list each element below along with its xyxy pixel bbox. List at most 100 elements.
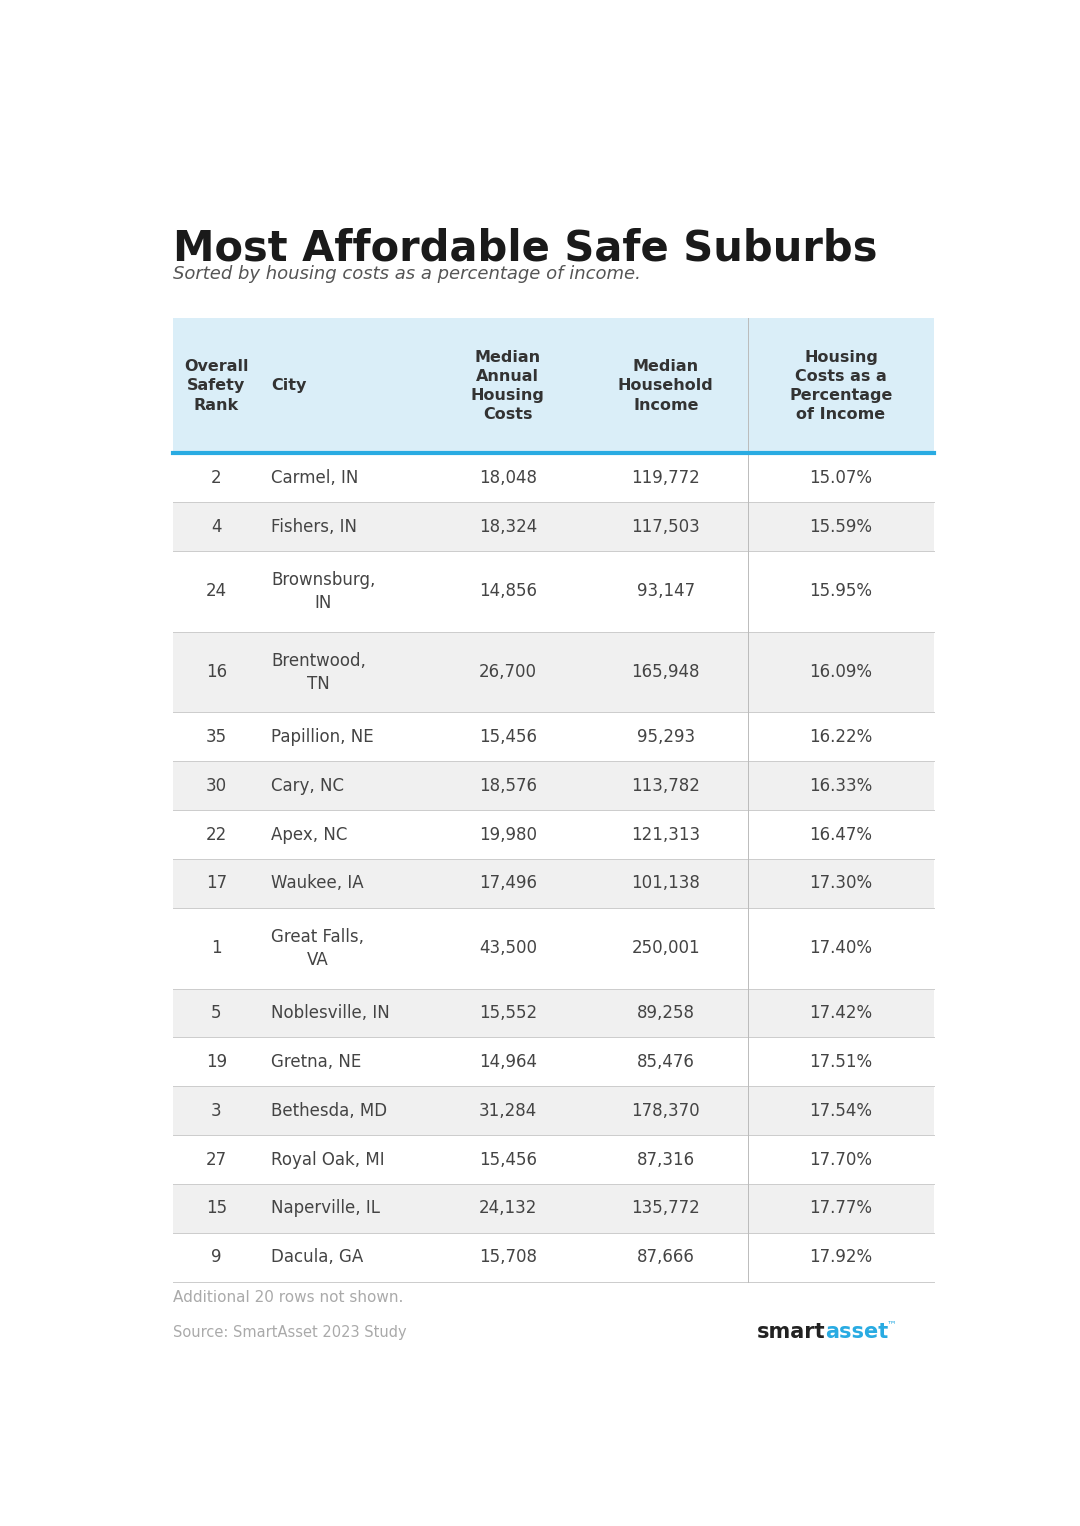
Text: 17.77%: 17.77% xyxy=(810,1199,873,1218)
Text: 16.47%: 16.47% xyxy=(810,826,873,844)
Text: Royal Oak, MI: Royal Oak, MI xyxy=(271,1151,384,1169)
Text: 85,476: 85,476 xyxy=(637,1053,694,1071)
Text: 87,666: 87,666 xyxy=(637,1248,694,1267)
Text: Carmel, IN: Carmel, IN xyxy=(271,468,359,487)
Text: 165,948: 165,948 xyxy=(632,664,700,681)
Text: 15,708: 15,708 xyxy=(478,1248,537,1267)
Text: smart: smart xyxy=(757,1323,825,1343)
Text: 18,048: 18,048 xyxy=(478,468,537,487)
Text: 17.70%: 17.70% xyxy=(810,1151,873,1169)
Text: 24,132: 24,132 xyxy=(478,1199,537,1218)
Text: 2: 2 xyxy=(212,468,221,487)
Text: Cary, NC: Cary, NC xyxy=(271,777,345,795)
Text: Great Falls,
VA: Great Falls, VA xyxy=(271,928,364,969)
Text: 14,856: 14,856 xyxy=(478,583,537,600)
Bar xyxy=(173,319,934,453)
Bar xyxy=(173,713,934,761)
Text: Housing
Costs as a
Percentage
of Income: Housing Costs as a Percentage of Income xyxy=(789,349,893,423)
Text: 18,576: 18,576 xyxy=(478,777,537,795)
Text: Brownsburg,
IN: Brownsburg, IN xyxy=(271,571,376,612)
Text: Overall
Safety
Rank: Overall Safety Rank xyxy=(185,359,248,412)
Text: 17.40%: 17.40% xyxy=(810,938,873,957)
Text: 9: 9 xyxy=(212,1248,221,1267)
Bar xyxy=(173,1135,934,1184)
Text: Gretna, NE: Gretna, NE xyxy=(271,1053,362,1071)
Text: 101,138: 101,138 xyxy=(632,874,700,893)
Bar xyxy=(173,1184,934,1233)
Text: Waukee, IA: Waukee, IA xyxy=(271,874,364,893)
Bar xyxy=(173,1233,934,1282)
Bar xyxy=(173,502,934,551)
Text: 43,500: 43,500 xyxy=(478,938,537,957)
Bar xyxy=(173,453,934,502)
Text: Bethesda, MD: Bethesda, MD xyxy=(271,1102,388,1120)
Text: 16: 16 xyxy=(206,664,227,681)
Text: 121,313: 121,313 xyxy=(632,826,701,844)
Text: 15.07%: 15.07% xyxy=(810,468,873,487)
Text: 17.54%: 17.54% xyxy=(810,1102,873,1120)
Text: 16.09%: 16.09% xyxy=(810,664,873,681)
Text: 26,700: 26,700 xyxy=(478,664,537,681)
Text: 5: 5 xyxy=(212,1004,221,1022)
Text: Median
Annual
Housing
Costs: Median Annual Housing Costs xyxy=(471,349,544,423)
Text: Most Affordable Safe Suburbs: Most Affordable Safe Suburbs xyxy=(173,227,877,270)
Text: 87,316: 87,316 xyxy=(637,1151,694,1169)
Text: 117,503: 117,503 xyxy=(632,517,700,536)
Text: 119,772: 119,772 xyxy=(632,468,700,487)
Text: 24: 24 xyxy=(206,583,227,600)
Text: Additional 20 rows not shown.: Additional 20 rows not shown. xyxy=(173,1289,403,1305)
Text: 18,324: 18,324 xyxy=(478,517,537,536)
Text: 15.59%: 15.59% xyxy=(810,517,873,536)
Text: 3: 3 xyxy=(212,1102,221,1120)
Text: 89,258: 89,258 xyxy=(637,1004,694,1022)
Text: 17: 17 xyxy=(206,874,227,893)
Text: 16.22%: 16.22% xyxy=(809,728,873,746)
Text: 250,001: 250,001 xyxy=(632,938,700,957)
Text: Papillion, NE: Papillion, NE xyxy=(271,728,374,746)
Text: 15: 15 xyxy=(206,1199,227,1218)
Text: Fishers, IN: Fishers, IN xyxy=(271,517,357,536)
Text: Apex, NC: Apex, NC xyxy=(271,826,348,844)
Text: 22: 22 xyxy=(206,826,227,844)
Text: 14,964: 14,964 xyxy=(478,1053,537,1071)
Text: asset: asset xyxy=(825,1323,889,1343)
Text: Naperville, IL: Naperville, IL xyxy=(271,1199,380,1218)
Text: 17.51%: 17.51% xyxy=(810,1053,873,1071)
Text: 15,456: 15,456 xyxy=(478,1151,537,1169)
Bar xyxy=(173,1087,934,1135)
Text: 19,980: 19,980 xyxy=(478,826,537,844)
Text: 4: 4 xyxy=(212,517,221,536)
Text: 17.92%: 17.92% xyxy=(810,1248,873,1267)
Text: 135,772: 135,772 xyxy=(632,1199,700,1218)
Text: 178,370: 178,370 xyxy=(632,1102,700,1120)
Text: 1: 1 xyxy=(212,938,221,957)
Text: Noblesville, IN: Noblesville, IN xyxy=(271,1004,390,1022)
Text: 31,284: 31,284 xyxy=(478,1102,537,1120)
Bar xyxy=(173,1038,934,1087)
Bar xyxy=(173,810,934,859)
Bar xyxy=(173,989,934,1038)
Text: 15.95%: 15.95% xyxy=(810,583,873,600)
Text: 17.42%: 17.42% xyxy=(810,1004,873,1022)
Text: 27: 27 xyxy=(206,1151,227,1169)
Text: 95,293: 95,293 xyxy=(637,728,694,746)
Text: 16.33%: 16.33% xyxy=(809,777,873,795)
Bar xyxy=(173,551,934,632)
Text: Median
Household
Income: Median Household Income xyxy=(618,359,714,412)
Text: 113,782: 113,782 xyxy=(632,777,700,795)
Text: 35: 35 xyxy=(206,728,227,746)
Text: 15,552: 15,552 xyxy=(478,1004,537,1022)
Text: 19: 19 xyxy=(206,1053,227,1071)
Text: Sorted by housing costs as a percentage of income.: Sorted by housing costs as a percentage … xyxy=(173,266,640,284)
Text: Dacula, GA: Dacula, GA xyxy=(271,1248,363,1267)
Text: ™: ™ xyxy=(887,1318,896,1329)
Text: 17.30%: 17.30% xyxy=(810,874,873,893)
Bar xyxy=(173,859,934,908)
Text: City: City xyxy=(271,378,307,394)
Text: Brentwood,
TN: Brentwood, TN xyxy=(271,652,366,693)
Text: 17,496: 17,496 xyxy=(478,874,537,893)
Bar xyxy=(173,908,934,989)
Text: 93,147: 93,147 xyxy=(637,583,694,600)
Text: 15,456: 15,456 xyxy=(478,728,537,746)
Bar xyxy=(173,632,934,713)
